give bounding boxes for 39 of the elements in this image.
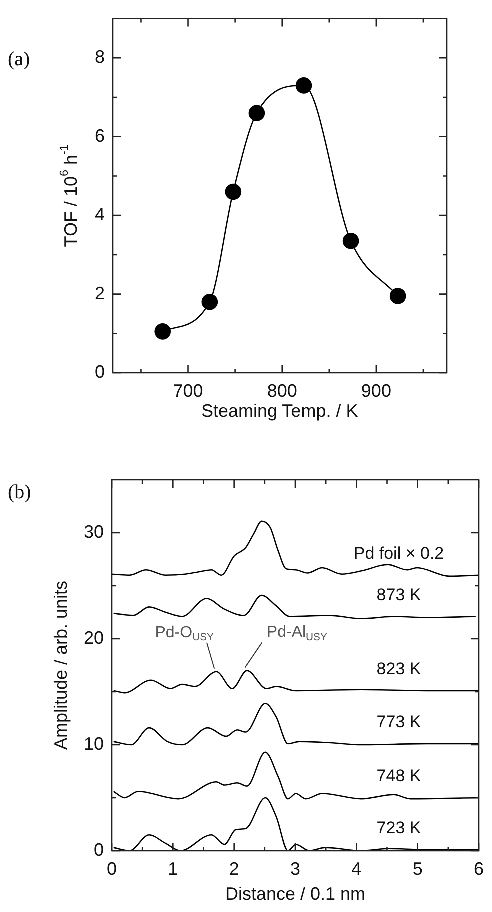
series-label: Pd foil × 0.2 — [354, 544, 444, 564]
y-tick-label: 10 — [84, 734, 104, 754]
point — [225, 184, 242, 200]
y-axis-title: TOF / 106 h-1 — [58, 144, 81, 248]
series-label: 873 K — [376, 585, 422, 604]
x-tick-label: 5 — [412, 858, 423, 879]
x-tick-label: 2 — [229, 858, 240, 879]
y-tick-label: 30 — [84, 522, 104, 542]
text: (a) — [8, 48, 30, 70]
series-label: 723 K — [376, 818, 422, 838]
x-tick-label: 1 — [168, 858, 178, 879]
x-axis-title: Distance / 0.1 nm — [225, 884, 366, 904]
point — [390, 288, 406, 304]
x-axis-title: Steaming Temp. / K — [201, 400, 358, 421]
series-label: 773 K — [376, 712, 422, 732]
series-label: 748 K — [376, 766, 422, 786]
series-label: 823 K — [376, 660, 422, 679]
y-tick-label: 8 — [94, 47, 105, 68]
y-tick-label: 2 — [94, 283, 105, 304]
y-tick-label: 6 — [94, 126, 105, 146]
x-tick-label: 4 — [352, 858, 362, 879]
chart-title: (b) — [8, 481, 32, 504]
line-series — [112, 520, 479, 578]
line-series — [113, 703, 479, 746]
x-tick-label: 6 — [474, 858, 484, 879]
y-axis-title: Amplitude / arb. units — [50, 580, 71, 750]
x-tick-label: 900 — [361, 380, 392, 401]
point — [296, 78, 312, 94]
point — [154, 324, 172, 340]
point — [342, 233, 360, 250]
x-tick-label: 800 — [267, 380, 298, 401]
y-tick-label: 20 — [84, 628, 104, 648]
x-tick-label: 3 — [290, 858, 301, 879]
y-tick-label: 0 — [94, 362, 105, 382]
y-tick-label: 0 — [94, 840, 104, 860]
point — [248, 105, 266, 122]
point — [202, 294, 218, 310]
x-tick-label: 700 — [173, 380, 204, 401]
y-tick-label: 4 — [94, 204, 105, 225]
